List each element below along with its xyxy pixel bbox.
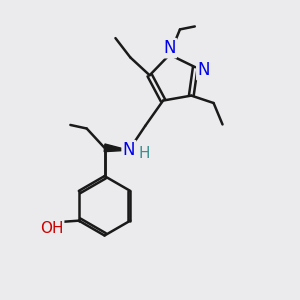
Text: OH: OH [40, 220, 63, 236]
Text: N: N [197, 61, 210, 79]
Text: N: N [163, 39, 176, 57]
Text: N: N [123, 141, 135, 159]
Text: H: H [139, 146, 150, 161]
Polygon shape [104, 144, 129, 152]
